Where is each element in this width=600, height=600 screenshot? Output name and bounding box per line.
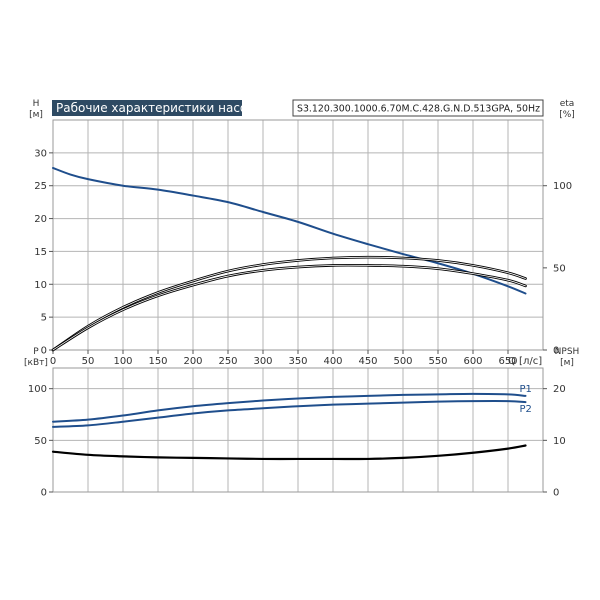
y-tick-label: 10 xyxy=(34,280,47,291)
y2-axis-label: NPSH xyxy=(555,347,580,357)
x-axis-label: Q [л/с] xyxy=(508,356,542,367)
series-label: P1 xyxy=(520,384,532,395)
y-axis-label: [м] xyxy=(29,110,43,120)
x-tick-label: 50 xyxy=(82,356,95,367)
series-line xyxy=(51,444,527,461)
y2-tick-label: 10 xyxy=(553,436,566,447)
series-layer: P1 P2 xyxy=(51,166,532,461)
model-box xyxy=(292,99,544,117)
y-tick-label: 15 xyxy=(34,247,47,258)
x-tick-label: 550 xyxy=(428,356,447,367)
x-tick-label: 250 xyxy=(218,356,237,367)
x-tick-label: 650 xyxy=(498,356,517,367)
x-tick-label: 0 xyxy=(50,356,56,367)
chart-title: Рабочие характеристики насоса xyxy=(56,101,261,115)
x-tick-label: 350 xyxy=(288,356,307,367)
series-line xyxy=(52,166,527,295)
series-line-inner xyxy=(52,264,526,351)
y-tick-label: 0 xyxy=(41,346,47,357)
y-tick-label: 50 xyxy=(34,436,47,447)
x-tick-label: 500 xyxy=(393,356,412,367)
y-tick-label: 30 xyxy=(34,148,47,159)
y2-tick-label: 50 xyxy=(553,263,566,274)
y2-tick-label: 0 xyxy=(553,488,559,499)
y-axis-label: P xyxy=(33,347,39,357)
y2-axis-label: [%] xyxy=(559,110,575,120)
x-tick-label: 200 xyxy=(183,356,202,367)
model-designation: S3.120.300.1000.6.70M.C.428.G.N.D.513GPA… xyxy=(297,104,540,115)
y2-tick-label: 100 xyxy=(553,181,572,192)
x-tick-label: 600 xyxy=(463,356,482,367)
y2-axis-label: eta xyxy=(560,99,575,109)
label-layer: Рабочие характеристики насоса S3.120.300… xyxy=(52,99,544,117)
chart-title-box xyxy=(52,100,242,116)
y-tick-label: 5 xyxy=(41,313,47,324)
y-axis-label: H xyxy=(33,99,40,109)
plot-frame xyxy=(52,367,544,493)
y2-axis-label: [м] xyxy=(560,358,574,368)
y-tick-label: 0 xyxy=(41,488,47,499)
y2-tick-label: 0 xyxy=(553,346,559,357)
grid-layer xyxy=(53,120,543,492)
x-tick-label: 300 xyxy=(253,356,272,367)
x-tick-label: 450 xyxy=(358,356,377,367)
series-line xyxy=(52,399,527,428)
y2-tick-label: 20 xyxy=(553,384,566,395)
y-tick-label: 20 xyxy=(34,214,47,225)
x-tick-label: 100 xyxy=(113,356,132,367)
y-axis-label: [кВт] xyxy=(24,358,48,368)
y-tick-label: 25 xyxy=(34,181,47,192)
series-label: P2 xyxy=(520,404,532,415)
y-tick-label: 100 xyxy=(28,384,47,395)
series-line-inner xyxy=(52,256,526,351)
series-line xyxy=(52,392,527,423)
x-tick-label: 400 xyxy=(323,356,342,367)
x-tick-label: 150 xyxy=(148,356,167,367)
